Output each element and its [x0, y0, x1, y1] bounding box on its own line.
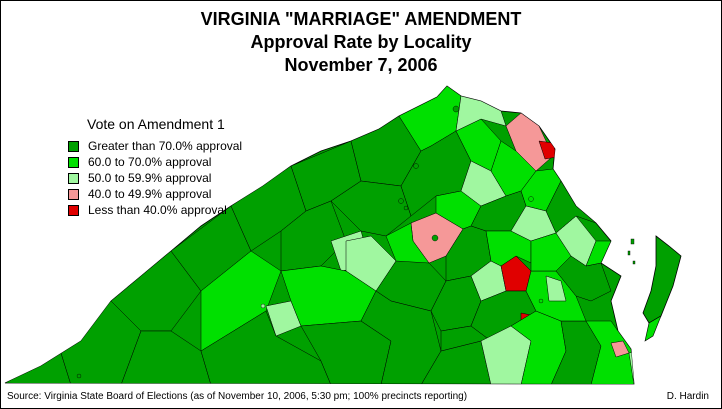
- region-blue-ridge: [200, 250, 282, 352]
- legend-label: Less than 40.0% approval: [88, 203, 227, 217]
- legend-item: 40.0 to 49.9% approval: [68, 186, 242, 202]
- legend-title: Vote on Amendment 1: [87, 116, 225, 132]
- region-northern-neck: [545, 180, 597, 234]
- region-williamsburg: [545, 275, 567, 302]
- region-mathews: [585, 240, 612, 267]
- island-smith: [627, 250, 631, 256]
- eastern-shore-peninsula: [642, 235, 682, 324]
- region-southwest-east: [110, 250, 202, 332]
- legend-label: 60.0 to 70.0% approval: [88, 155, 212, 169]
- city-winchester: [452, 105, 460, 113]
- city-harrisonburg: [413, 163, 419, 169]
- legend-label: 50.0 to 59.9% approval: [88, 171, 212, 185]
- legend-label: Greater than 70.0% approval: [88, 139, 243, 153]
- island-bay: [632, 260, 636, 265]
- legend: Vote on Amendment 1 Greater than 70.0% a…: [68, 116, 242, 218]
- author-credit: D. Hardin: [666, 391, 709, 402]
- source-note: Source: Virginia State Board of Election…: [7, 391, 468, 402]
- legend-label: 40.0 to 49.9% approval: [88, 187, 212, 201]
- region-southwest-far: [5, 352, 72, 384]
- city-charlottesville: [431, 234, 439, 242]
- legend-item: Greater than 70.0% approval: [68, 138, 242, 154]
- legend-item: 50.0 to 59.9% approval: [68, 170, 242, 186]
- city-bristol: [76, 373, 82, 379]
- region-southside-central: [200, 310, 332, 384]
- city-staunton: [398, 198, 404, 204]
- city-waynesboro: [403, 205, 409, 211]
- legend-swatch-60-70: [68, 156, 79, 168]
- legend-item: 60.0 to 70.0% approval: [68, 154, 242, 170]
- map-title: VIRGINIA "MARRIAGE" AMENDMENT: [200, 9, 522, 29]
- map-subtitle: Approval Rate by Locality: [250, 32, 472, 52]
- eastern-shore-northampton: [644, 315, 662, 342]
- legend-swatch-less-40: [68, 204, 79, 216]
- legend-swatch-greater-70: [68, 140, 79, 152]
- city-radford: [260, 303, 266, 309]
- legend-swatch-40-50: [68, 188, 79, 200]
- legend-item: Less than 40.0% approval: [68, 202, 242, 218]
- city-fredericksburg: [528, 196, 534, 202]
- legend-swatch-50-60: [68, 172, 79, 184]
- city-hopewell: [538, 298, 544, 304]
- island-tangier: [630, 238, 635, 245]
- region-southside-west: [120, 330, 212, 384]
- map-date: November 7, 2006: [284, 55, 438, 75]
